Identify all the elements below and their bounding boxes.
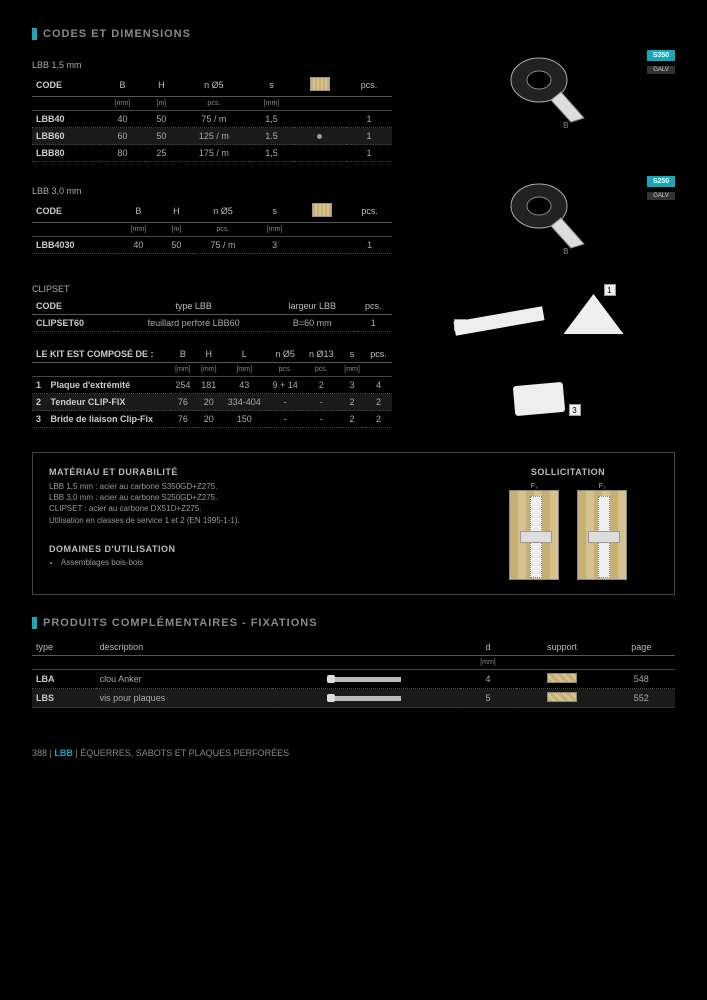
- table-row: LBB4030405075 / m31: [32, 237, 392, 254]
- table-row: 3Bride de liaison Clip-Fix7620150--22: [32, 411, 392, 428]
- table-row: LBB606050125 / m1.51: [32, 128, 392, 145]
- wood-panel-2: [577, 490, 627, 580]
- table-row: LBAclou Anker4548: [32, 670, 675, 689]
- domaines-item: Assemblages bois-bois: [61, 558, 448, 567]
- section-bar: [32, 28, 37, 40]
- clipset-title: CLIPSET: [32, 284, 392, 294]
- table-row: LBB808025175 / m1,51: [32, 145, 392, 162]
- tag-3: 3: [569, 404, 581, 416]
- materiau-title: MATÉRIAU ET DURABILITÉ: [49, 467, 448, 477]
- section-bar-2: [32, 617, 37, 629]
- footer-code: LBB: [54, 748, 73, 758]
- materiau-l4: Utilisation en classes de service 1 et 2…: [49, 515, 448, 526]
- lbb30-title: LBB 3,0 mm: [32, 186, 392, 196]
- footer-text: ÉQUERRES, SABOTS ET PLAQUES PERFORÉES: [80, 748, 289, 758]
- domaines-title: DOMAINES D'UTILISATION: [49, 544, 448, 554]
- table-row: LBSvis pour plaques5552: [32, 689, 675, 708]
- prod-table: typedescriptiondsupportpage [mm] LBAclou…: [32, 639, 675, 708]
- f-label-2: F₁: [577, 483, 627, 490]
- materiau-l2: LBB 3,0 mm : acier au carbone S250GD+Z27…: [49, 492, 448, 503]
- info-box: MATÉRIAU ET DURABILITÉ LBB 1,5 mm : acie…: [32, 452, 675, 595]
- lbb15-table: CODEBHn Ø5spcs. [mm][m]pcs.[mm] LBB40405…: [32, 74, 392, 162]
- clipset-figure: 1 2 3: [454, 284, 634, 424]
- footer-page: 388: [32, 748, 47, 758]
- roll-figure-2: B: [489, 176, 599, 256]
- lbb15-title: LBB 1,5 mm: [32, 60, 392, 70]
- section-prod-text: PRODUITS COMPLÉMENTAIRES - FIXATIONS: [43, 617, 318, 629]
- table-row: 1Plaque d'extrémité254181439 + 14234: [32, 377, 392, 394]
- materiau-l3: CLIPSET : acier au carbone DX51D+Z275.: [49, 503, 448, 514]
- lbb30-table: CODEBHn Ø5spcs. [mm][m]pcs.[mm] LBB40304…: [32, 200, 392, 254]
- table-row: 2Tendeur CLIP-FIX7620334-404--22: [32, 394, 392, 411]
- page-footer: 388 | LBB | ÉQUERRES, SABOTS ET PLAQUES …: [32, 748, 675, 758]
- table-row: LBB40405075 / m1,51: [32, 111, 392, 128]
- section-codes-title: CODES ET DIMENSIONS: [32, 28, 675, 40]
- tag-1: 1: [604, 284, 616, 296]
- table-row: CLIPSET60feuillard perforé LBB60B=60 mm1: [32, 315, 392, 332]
- f-label-1: F₁: [509, 483, 559, 490]
- clipset-table: CODEtype LBBlargeur LBBpcs. CLIPSET60feu…: [32, 298, 392, 332]
- section-codes-text: CODES ET DIMENSIONS: [43, 28, 191, 40]
- section-prod-title: PRODUITS COMPLÉMENTAIRES - FIXATIONS: [32, 617, 675, 629]
- kit-table: LE KIT EST COMPOSÉ DE : BHLn Ø5n Ø13spcs…: [32, 346, 392, 428]
- wood-panel-1: [509, 490, 559, 580]
- roll-figure-1: B: [489, 50, 599, 130]
- materiau-l1: LBB 1,5 mm : acier au carbone S350GD+Z27…: [49, 481, 448, 492]
- sollic-title: SOLLICITATION: [478, 467, 658, 477]
- kit-title: LE KIT EST COMPOSÉ DE :: [32, 346, 170, 363]
